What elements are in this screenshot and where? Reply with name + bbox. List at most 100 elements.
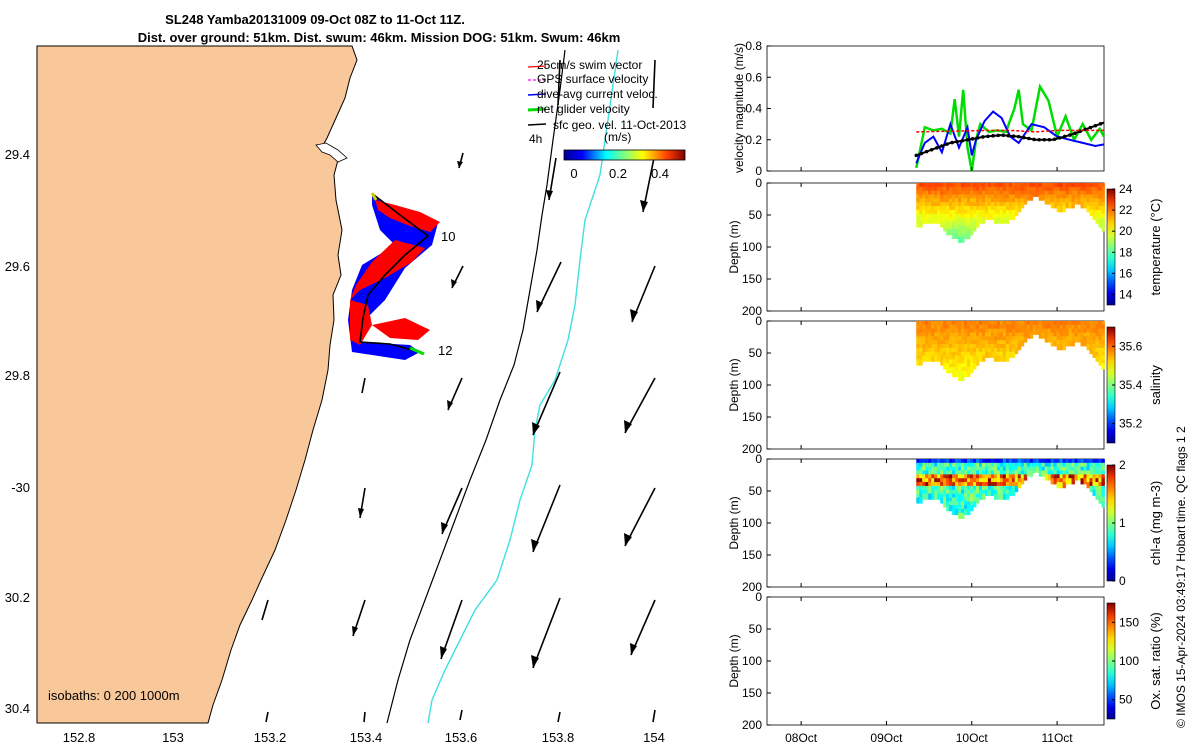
- heatmap-cell: [990, 328, 995, 335]
- heatmap-cell: [996, 186, 1001, 194]
- heatmap-cell: [976, 355, 980, 362]
- heatmap-cell: [1098, 183, 1102, 190]
- heatmap-cell: [1053, 186, 1058, 194]
- heatmap-cell: [961, 206, 965, 213]
- heatmap-cell: [961, 466, 965, 473]
- heatmap-cell: [922, 209, 926, 217]
- heatmap-cell: [1017, 183, 1022, 190]
- heatmap-cell: [1008, 470, 1013, 477]
- heatmap-cell: [1095, 344, 1099, 351]
- heatmap-cell: [964, 217, 968, 224]
- heatmap-cell: [946, 190, 950, 197]
- heatmap-cell: [1005, 217, 1010, 224]
- heatmap-cell: [934, 332, 938, 339]
- heatmap-cell: [1029, 459, 1034, 466]
- heatmap-cell: [1059, 321, 1064, 328]
- heatmap-cell: [916, 466, 920, 473]
- heatmap-cell: [1056, 470, 1061, 477]
- heatmap-cell: [979, 198, 983, 205]
- heatmap-cell: [958, 186, 962, 194]
- heatmap-cell: [1062, 466, 1067, 473]
- heatmap-cell: [967, 221, 971, 228]
- time-xtick-label: 08Oct: [785, 731, 818, 745]
- heatmap-cell: [1014, 459, 1019, 466]
- heatmap-cell: [1098, 351, 1102, 358]
- heatmap-cell: [1038, 466, 1043, 473]
- heatmap-cell: [931, 344, 935, 351]
- heatmap-cell: [1038, 190, 1043, 197]
- heatmap-cell: [999, 186, 1004, 194]
- heatmap-cell: [964, 225, 968, 232]
- heatmap-cell: [1032, 466, 1037, 473]
- heatmap-cell: [967, 508, 971, 516]
- heatmap-cell: [1011, 190, 1016, 197]
- heatmap-cell: [952, 482, 956, 489]
- heatmap-cell: [961, 508, 965, 516]
- heatmap-cell: [946, 336, 950, 343]
- heatmap-cell: [1026, 190, 1031, 197]
- heatmap-cell: [1008, 340, 1013, 347]
- heatmap-cell: [949, 344, 953, 351]
- heatmap-cell: [946, 213, 950, 220]
- heatmap-cell: [1035, 328, 1040, 335]
- heatmap-cell: [987, 470, 992, 477]
- heatmap-cell: [979, 183, 983, 190]
- heatmap-cell: [1071, 324, 1075, 332]
- heatmap-cell: [1095, 493, 1099, 500]
- heatmap-cell: [1053, 470, 1058, 477]
- heatmap-cell: [996, 183, 1001, 190]
- heatmap-cell: [1017, 186, 1022, 194]
- heatmap-cell: [1098, 478, 1102, 485]
- heatmap-cell: [1089, 470, 1093, 477]
- heatmap-cell: [940, 217, 944, 224]
- depth-ylabel: Depth (m): [727, 358, 741, 411]
- heatmap-cell: [981, 202, 986, 209]
- heatmap-cell: [964, 367, 968, 374]
- heatmap-cell: [940, 485, 944, 493]
- heatmap-cell: [1038, 459, 1043, 466]
- heatmap-cell: [1023, 462, 1028, 470]
- heatmap-cell: [1035, 183, 1040, 190]
- heatmap-cell: [1065, 202, 1070, 209]
- heatmap-cell: [993, 474, 998, 481]
- heatmap-cell: [934, 186, 938, 194]
- heatmap-cell: [1050, 328, 1055, 335]
- heatmap-cell: [1068, 324, 1072, 332]
- heatmap-cell: [1077, 332, 1081, 339]
- heatmap-cell: [952, 344, 956, 351]
- heatmap-cell: [955, 328, 959, 335]
- heatmap-cell: [970, 485, 974, 493]
- sfc-geo-point: [1088, 125, 1093, 130]
- heatmap-cell: [1014, 206, 1019, 213]
- heatmap-cell: [949, 213, 953, 220]
- map-colorbar-label: (m/s): [604, 130, 631, 144]
- heatmap-cell: [987, 489, 992, 496]
- heatmap-cell: [1005, 459, 1010, 466]
- heatmap-cell: [934, 336, 938, 343]
- sfc-geo-point: [1011, 134, 1016, 138]
- heatmap-cell: [931, 351, 935, 358]
- heatmap-cell: [1089, 206, 1093, 213]
- figure-title-line2: Dist. over ground: 51km. Dist. swum: 46k…: [138, 30, 621, 45]
- heatmap-cell: [981, 459, 986, 466]
- heatmap-cell: [919, 209, 923, 217]
- map-ytick: 29.8: [5, 368, 30, 383]
- heatmap-cell: [958, 374, 962, 381]
- heatmap-cell: [958, 225, 962, 232]
- heatmap-cell: [1056, 328, 1061, 335]
- heatmap-cell: [967, 501, 971, 508]
- heatmap-cell: [981, 336, 986, 343]
- heatmap-cell: [961, 202, 965, 209]
- heatmap-cell: [967, 363, 971, 370]
- heatmap-cell: [976, 209, 980, 217]
- heatmap-cell: [1002, 332, 1007, 339]
- geo-arrowhead: [440, 646, 447, 659]
- heatmap-cell: [999, 194, 1004, 201]
- heatmap-cell: [1035, 459, 1040, 466]
- heatmap-cell: [949, 217, 953, 224]
- geo-arrow: [361, 377, 366, 394]
- heatmap-cell: [979, 466, 983, 473]
- heatmap-cell: [1008, 351, 1013, 358]
- heatmap-cell: [990, 194, 995, 201]
- heatmap-cell: [916, 478, 920, 485]
